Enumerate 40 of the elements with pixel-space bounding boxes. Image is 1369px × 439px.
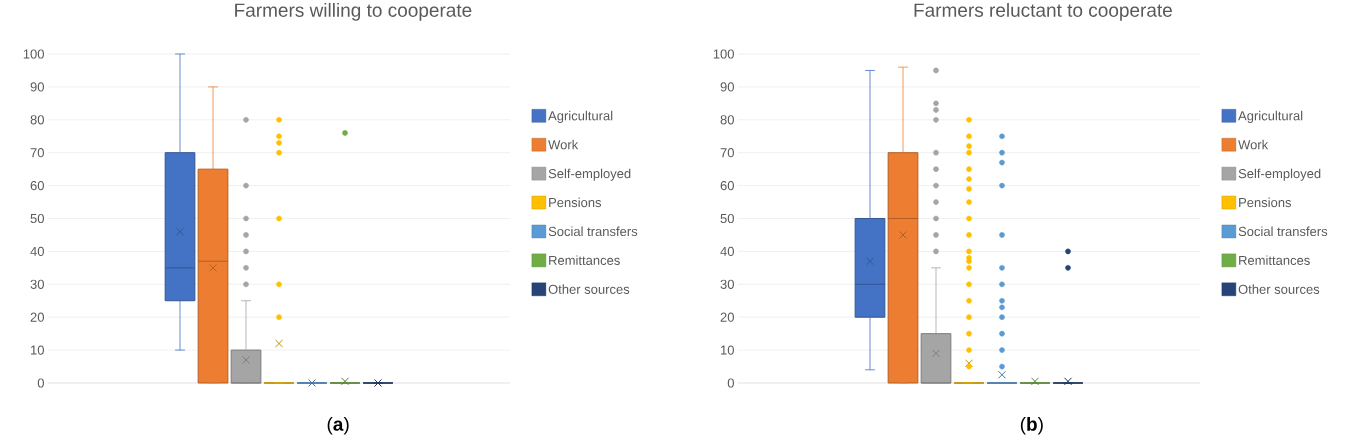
y-tick-label: 70 [30, 148, 44, 158]
y-tick-label: 100 [713, 49, 734, 59]
y-tick-label: 60 [720, 180, 734, 191]
legend-label: Work [548, 139, 579, 150]
y-tick-label: 90 [30, 82, 44, 92]
chart-title: Farmers reluctant to cooperate [914, 2, 1172, 21]
y-tick-label: 10 [721, 345, 734, 355]
legend-label: Agricultural [548, 110, 613, 123]
y-tick-label: 10 [31, 345, 44, 355]
y-tick-label: 30 [720, 279, 734, 289]
y-tick-label: 0 [37, 378, 44, 388]
legend-label: Other sources [1238, 284, 1320, 294]
legend-label: Self-employed [1238, 168, 1321, 181]
y-tick-label: 90 [720, 82, 734, 92]
y-tick-label: 40 [720, 246, 734, 256]
y-tick-label: 0 [727, 378, 734, 388]
y-tick-label: 20 [30, 312, 44, 322]
y-tick-label: 20 [720, 312, 734, 322]
y-tick-label: 40 [30, 246, 44, 256]
text: (a) [327, 416, 349, 435]
legend-label: Remittances [1239, 255, 1310, 265]
legend-label: Social transfers [548, 226, 638, 237]
text: (b) [1020, 416, 1043, 435]
legend-label: Self-employed [548, 168, 631, 181]
legend-label: Social transfers [1238, 226, 1328, 237]
chart-title: Farmers willing to cooperate [235, 2, 472, 21]
legend-label: Agricultural [1238, 110, 1303, 123]
y-tick-label: 70 [720, 148, 734, 158]
y-tick-label: 50 [720, 213, 734, 224]
legend-label: Remittances [549, 255, 620, 265]
y-tick-label: 80 [720, 115, 734, 125]
y-tick-label: 100 [23, 49, 44, 59]
legend-label: Pensions [1239, 197, 1292, 208]
legend-label: Work [1238, 139, 1269, 150]
y-tick-label: 60 [30, 180, 44, 191]
legend-label: Other sources [548, 284, 630, 294]
y-tick-label: 50 [30, 213, 44, 224]
legend-label: Pensions [549, 197, 602, 208]
y-tick-label: 80 [30, 115, 44, 125]
y-tick-label: 30 [30, 279, 44, 289]
